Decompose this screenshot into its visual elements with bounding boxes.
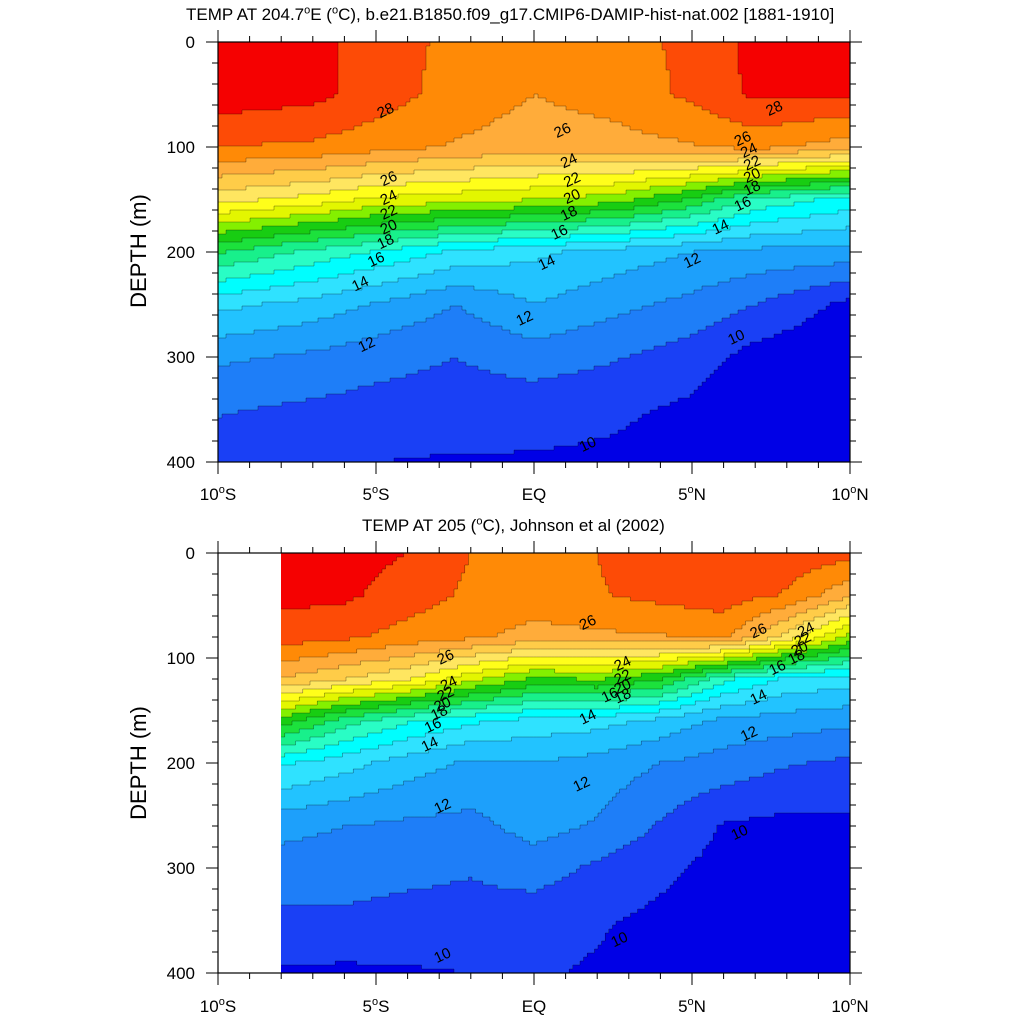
contour-label: 10 — [725, 326, 747, 348]
title-part: C), b.e21.B1850.f09_g17.CMIP6-DAMIP-hist… — [338, 5, 835, 24]
x-tick-label: 10oS — [200, 996, 236, 1016]
contour-label: 24 — [795, 619, 817, 641]
contour-label: 22 — [435, 683, 457, 705]
contour-label: 14 — [577, 706, 599, 728]
y-tick-label: 300 — [167, 859, 195, 878]
contour-label: 18 — [428, 702, 450, 724]
title-part: o — [476, 515, 483, 528]
contour-label: 22 — [378, 201, 400, 223]
contour-label: 18 — [785, 646, 807, 668]
temperature-field-1 — [281, 553, 851, 974]
contour-label: 20 — [788, 638, 810, 660]
contour-label: 10 — [577, 433, 599, 455]
contour-label: 26 — [747, 620, 769, 642]
y-tick-label: 400 — [167, 453, 195, 472]
contour-lines-0 — [218, 42, 850, 462]
title-part: TEMP AT 204.7 — [186, 5, 305, 24]
y-tick-label: 200 — [167, 243, 195, 262]
contour-label: 14 — [709, 216, 731, 238]
y-tick-label: 0 — [186, 544, 195, 563]
y-tick-label: 300 — [167, 348, 195, 367]
contour-label: 20 — [741, 165, 763, 187]
contour-label: 24 — [558, 150, 580, 172]
x-tick-label: 5oS — [363, 484, 390, 504]
title-part: TEMP AT 205 ( — [362, 516, 477, 535]
x-tick-label: EQ — [522, 485, 547, 504]
title-part: E ( — [310, 5, 332, 24]
y-axis-label-top: DEPTH (m) — [125, 194, 151, 308]
panel-1: 2626262424242222222020201818181616161414… — [167, 541, 869, 1016]
title-part: C), Johnson et al (2002) — [482, 516, 665, 535]
y-tick-label: 200 — [167, 754, 195, 773]
contour-label: 12 — [570, 773, 592, 795]
y-tick-label: 100 — [167, 138, 195, 157]
panel-title-model: TEMP AT 204.7oE (oC), b.e21.B1850.f09_g1… — [0, 5, 1024, 25]
contour-label: 14 — [419, 733, 441, 755]
contour-label: 26 — [732, 128, 754, 150]
temperature-field-0 — [218, 42, 851, 463]
x-tick-label: 10oS — [200, 484, 236, 504]
contour-label: 26 — [551, 119, 573, 141]
contour-label: 24 — [438, 672, 460, 694]
x-tick-label: EQ — [522, 997, 547, 1016]
y-tick-label: 100 — [167, 649, 195, 668]
x-tick-label: 10oN — [831, 996, 868, 1016]
contour-label: 12 — [681, 250, 703, 272]
contour-label: 18 — [741, 177, 763, 199]
contour-label: 22 — [612, 666, 634, 688]
contour-label: 20 — [378, 216, 400, 238]
contour-label: 22 — [741, 152, 763, 174]
title-part: o — [331, 4, 339, 17]
contour-label: 14 — [747, 686, 769, 708]
title-part: o — [304, 4, 311, 17]
contour-label: 28 — [763, 97, 785, 119]
contour-label: 10 — [728, 822, 750, 844]
contour-label: 16 — [365, 249, 387, 271]
contour-label: 16 — [548, 221, 570, 243]
contour-label: 10 — [608, 929, 630, 951]
contour-label: 26 — [577, 612, 599, 634]
contour-label: 24 — [612, 653, 634, 675]
y-tick-label: 0 — [186, 33, 195, 52]
contour-label: 28 — [375, 100, 397, 122]
contour-label: 16 — [599, 684, 621, 706]
contour-label: 16 — [732, 193, 754, 215]
contour-label: 12 — [431, 795, 453, 817]
x-tick-label: 5oN — [678, 996, 706, 1016]
contour-label: 16 — [766, 657, 788, 679]
contour-label: 22 — [561, 169, 583, 191]
contour-label: 20 — [561, 186, 583, 208]
contour-label: 16 — [422, 714, 444, 736]
contour-label: 10 — [431, 944, 453, 966]
y-axis-label-bottom: DEPTH (m) — [125, 706, 151, 820]
panel-title-observations: TEMP AT 205 (oC), Johnson et al (2002) — [0, 516, 1024, 536]
contour-label: 14 — [349, 273, 371, 295]
contour-label: 18 — [612, 685, 634, 707]
y-tick-label: 400 — [167, 964, 195, 983]
contour-lines-1 — [281, 553, 850, 973]
contour-label: 14 — [536, 252, 558, 274]
contour-label: 12 — [738, 723, 760, 745]
contour-label: 24 — [378, 187, 400, 209]
x-tick-label: 10oN — [831, 484, 868, 504]
contour-label: 12 — [356, 334, 378, 356]
contour-label: 22 — [792, 628, 814, 650]
contour-label: 20 — [431, 693, 453, 715]
contour-label: 18 — [558, 202, 580, 224]
contour-label: 26 — [378, 168, 400, 190]
contour-label: 20 — [612, 676, 634, 698]
x-tick-label: 5oS — [363, 996, 390, 1016]
x-tick-label: 5oN — [678, 484, 706, 504]
contour-label: 18 — [375, 231, 397, 253]
contour-label: 26 — [435, 646, 457, 668]
contour-label: 12 — [514, 307, 536, 329]
contour-label: 24 — [738, 139, 760, 161]
